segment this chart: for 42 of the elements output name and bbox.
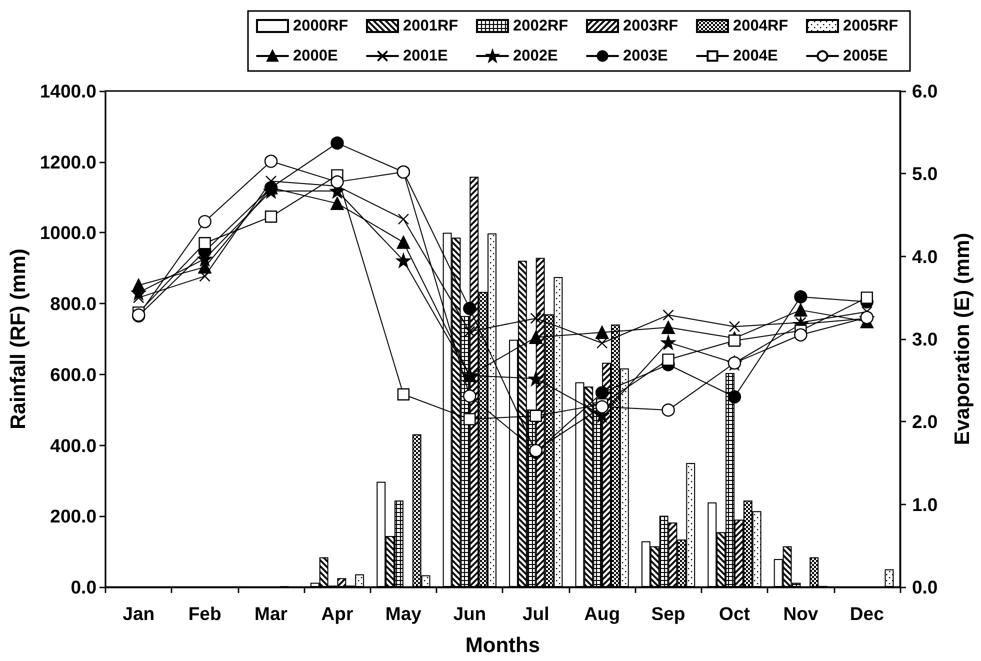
y-tick-label: 400.0 [50,434,96,456]
y-tick-label: 1000.0 [40,222,96,244]
y2-tick-label: 6.0 [912,80,938,102]
y-tick-label: 1200.0 [40,151,96,172]
legend-label: 2001RF [403,18,458,34]
x-tick-label: Nov [783,603,819,624]
y2-tick-label: 4.0 [912,246,938,267]
x-tick-label: May [385,603,422,624]
y2-tick-label: 2.0 [912,411,938,432]
x-axis-title: Months [465,634,540,657]
legend-label: 2002E [513,48,558,64]
x-tick-label: Sep [651,603,686,624]
x-tick-label: Jun [453,603,486,624]
legend-label: 2003RF [623,18,678,34]
legend-label: 2004RF [733,18,788,34]
legend-label: 2001E [403,48,448,64]
y-axis-title: Rainfall (RF) (mm) [7,248,30,430]
legend-label: 2000RF [293,18,348,34]
legend-label: 2005E [843,48,888,64]
y2-axis-title: Evaporation (E) (mm) [951,232,974,446]
x-tick-label: Jan [122,603,155,624]
y-tick-label: 1400.0 [40,80,96,102]
x-tick-label: Feb [188,603,222,624]
legend-label: 2000E [293,48,338,64]
y2-tick-label: 1.0 [912,494,938,515]
legend-label: 2005RF [843,18,898,34]
x-tick-label: Dec [850,603,884,624]
x-tick-label: Apr [321,603,354,624]
x-tick-label: Oct [719,603,750,624]
legend-label: 2003E [623,48,668,64]
y2-tick-label: 5.0 [912,163,938,184]
legend-label: 2004E [733,48,778,64]
legend-label: 2002RF [513,18,568,34]
x-tick-label: Mar [254,603,288,624]
x-tick-label: Jul [522,603,550,624]
y2-tick-label: 3.0 [912,328,938,350]
y-tick-label: 0.0 [70,576,96,598]
y2-tick-label: 0.0 [912,576,938,598]
y-tick-label: 200.0 [50,506,96,527]
x-tick-label: Aug [584,603,620,624]
y-tick-label: 600.0 [50,364,96,385]
y-tick-label: 800.0 [50,293,96,314]
